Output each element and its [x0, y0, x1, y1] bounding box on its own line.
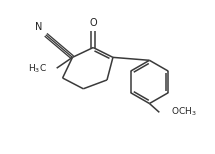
Text: O: O	[89, 18, 97, 28]
Text: H$_3$C: H$_3$C	[28, 63, 47, 75]
Text: N: N	[35, 22, 43, 32]
Text: OCH$_3$: OCH$_3$	[171, 105, 197, 118]
